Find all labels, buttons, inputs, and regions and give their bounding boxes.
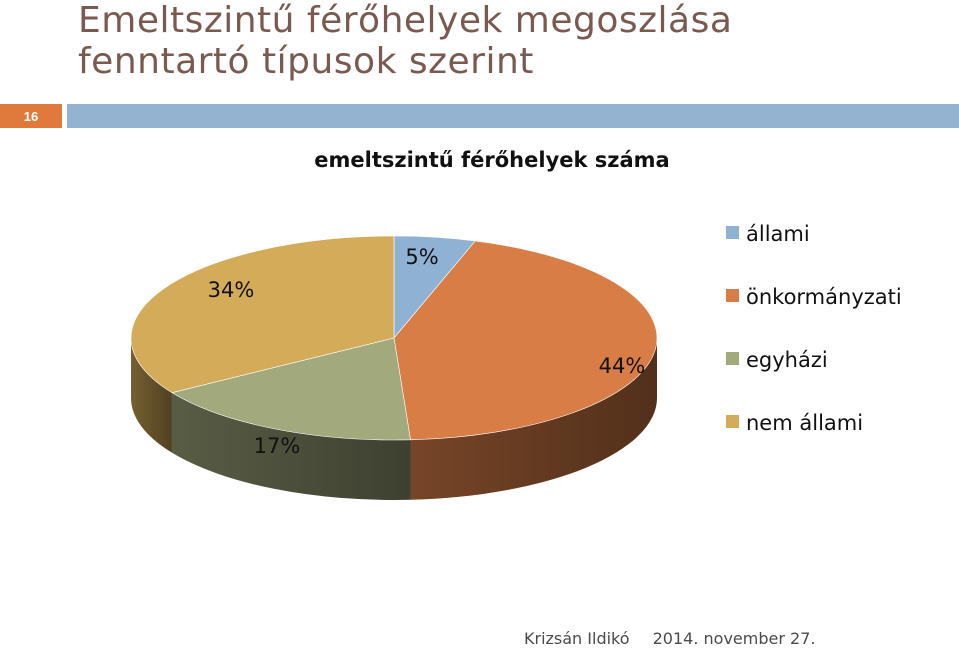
pie-side-onkormanyzati [410,338,657,500]
legend-label-nem-allami: nem állami [746,411,864,435]
footer-date: 2014. november 27. [652,629,816,648]
data-label-nem-allami: 34% [208,278,255,302]
pie-slice-nem-allami [130,235,395,393]
slide-footer: Krizsán Ildikó 2014. november 27. [524,629,833,648]
pie-data-labels: 5% 44% 17% 34% [208,245,646,458]
legend-swatch-nem-allami [726,415,739,428]
title-bar: 16 [0,104,959,128]
pie-side-egyhazi [171,392,411,500]
legend-swatch-egyhazi [726,352,739,365]
slide-title-line1: Emeltszintű férőhelyek megoszlása [78,0,733,41]
footer-author: Krizsán Ildikó [524,629,630,648]
legend-swatch-onkormanyzati [726,289,739,302]
legend-label-onkormanyzati: önkormányzati [746,285,902,309]
chart-title: emeltszintű férőhelyek száma [314,148,670,172]
data-label-allami: 5% [405,245,438,269]
data-label-egyhazi: 17% [254,434,301,458]
slide-title: Emeltszintű férőhelyek megoszlása fennta… [78,0,938,82]
legend-label-egyhazi: egyházi [746,348,828,372]
slide-title-line2: fenntartó típusok szerint [78,41,534,82]
legend-swatch-allami [726,226,739,239]
slide-number: 16 [0,104,62,128]
pie-slices [130,235,658,441]
pie-slice-egyhazi [171,337,411,441]
pie-slice-onkormanyzati [393,240,658,441]
accent-bar [67,104,959,128]
pie-side-walls [131,338,657,500]
data-label-onkormanyzati: 44% [599,354,646,378]
legend-label-allami: állami [746,222,810,246]
